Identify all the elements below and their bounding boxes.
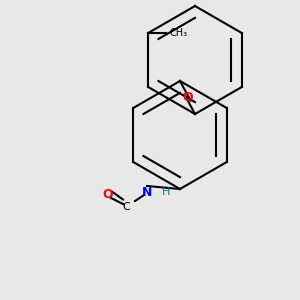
Text: O: O bbox=[103, 188, 113, 202]
Text: CH₃: CH₃ bbox=[169, 28, 188, 38]
Text: H: H bbox=[162, 187, 170, 197]
Text: C: C bbox=[122, 202, 130, 212]
Text: O: O bbox=[182, 91, 193, 104]
Text: N: N bbox=[142, 185, 152, 199]
